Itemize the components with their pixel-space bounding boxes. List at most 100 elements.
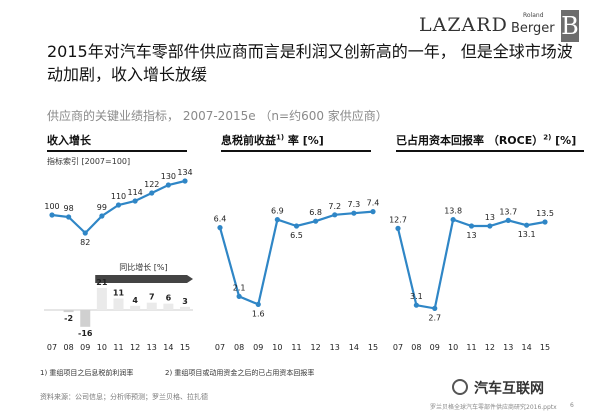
panel-title-roce-suffix: [%] bbox=[551, 134, 577, 147]
data-label-roce-14: 13.1 bbox=[518, 230, 536, 239]
inset-arrow bbox=[95, 275, 193, 283]
inset-bar-13 bbox=[146, 302, 157, 310]
tick-label-revenue-08: 08 bbox=[64, 343, 74, 352]
data-label-roce-07: 12.7 bbox=[389, 215, 407, 224]
data-point-ebit-15 bbox=[370, 209, 376, 215]
data-point-roce-08 bbox=[413, 302, 419, 308]
data-point-roce-10 bbox=[450, 217, 456, 223]
inset-bar-label-09: -16 bbox=[78, 329, 93, 338]
data-label-ebit-11: 6.5 bbox=[290, 231, 303, 240]
data-label-ebit-07: 6.4 bbox=[214, 215, 227, 224]
data-label-ebit-09: 1.6 bbox=[252, 309, 265, 318]
footnote-1: 1) 重组项目之后息税前利润率 bbox=[40, 369, 134, 377]
tick-label-ebit-09: 09 bbox=[253, 343, 263, 352]
inset-label: 同比增长 [%] bbox=[119, 262, 167, 272]
data-label-revenue-14: 130 bbox=[161, 172, 176, 181]
inset-bar-12 bbox=[130, 305, 141, 310]
data-point-roce-07 bbox=[395, 225, 401, 231]
data-point-revenue-10 bbox=[99, 213, 105, 219]
panel-title-roce-sup: 2) bbox=[543, 133, 552, 142]
data-point-revenue-15 bbox=[182, 178, 188, 184]
data-label-revenue-15: 134 bbox=[177, 168, 192, 177]
footnote-2: 2) 重组项目或动用资金之后的已占用资本回报率 bbox=[165, 369, 315, 377]
tick-label-revenue-09: 09 bbox=[80, 343, 90, 352]
data-point-ebit-10 bbox=[274, 217, 280, 223]
roland-berger-logo-mark: B bbox=[561, 10, 579, 42]
data-label-revenue-13: 122 bbox=[144, 180, 159, 189]
tick-label-revenue-14: 14 bbox=[163, 343, 173, 352]
wechat-icon bbox=[452, 379, 468, 395]
tick-label-roce-12: 12 bbox=[485, 343, 495, 352]
page-number: 6 bbox=[570, 402, 574, 409]
panel-title-revenue-text: 收入增长 bbox=[47, 134, 91, 147]
tick-label-roce-09: 09 bbox=[430, 343, 440, 352]
panel-title-roce-text: 已占用资本回报率 （ROCE） bbox=[396, 134, 544, 147]
inset-bar-15 bbox=[180, 306, 190, 310]
inset-bar-label-12: 4 bbox=[132, 296, 138, 305]
data-point-ebit-09 bbox=[255, 301, 261, 307]
inset-bar-08 bbox=[63, 310, 74, 313]
inset-bar-label-08: -2 bbox=[64, 314, 73, 323]
inset-bar-label-11: 11 bbox=[113, 288, 125, 297]
data-point-revenue-08 bbox=[66, 214, 72, 220]
tick-label-ebit-07: 07 bbox=[215, 343, 225, 352]
data-label-revenue-10: 99 bbox=[97, 203, 107, 212]
data-point-ebit-07 bbox=[217, 225, 223, 231]
footer-filename: 罗兰贝格全球汽车零部件供应商研究2016.pptx bbox=[430, 404, 557, 411]
data-label-revenue-11: 110 bbox=[111, 192, 126, 201]
data-point-roce-14 bbox=[524, 222, 530, 228]
data-label-ebit-08: 2.1 bbox=[233, 283, 246, 292]
data-point-ebit-13 bbox=[332, 212, 338, 218]
data-label-ebit-10: 6.9 bbox=[271, 207, 284, 216]
data-label-revenue-09: 82 bbox=[80, 238, 90, 247]
panel-title-ebit-sup: 1) bbox=[276, 133, 285, 142]
inset-bar-label-14: 6 bbox=[166, 294, 172, 303]
data-label-roce-11: 13 bbox=[466, 231, 476, 240]
panel-title-ebit: 息税前收益1) 率 [%] bbox=[221, 132, 371, 152]
roland-berger-logo-big: Berger bbox=[511, 21, 555, 36]
tick-label-revenue-07: 07 bbox=[47, 343, 57, 352]
data-label-revenue-08: 98 bbox=[64, 204, 74, 213]
data-label-roce-13: 13.7 bbox=[499, 207, 517, 216]
data-point-roce-12 bbox=[487, 223, 493, 229]
inset-bar-09 bbox=[80, 310, 91, 327]
data-point-roce-09 bbox=[432, 305, 438, 311]
data-label-roce-10: 13.8 bbox=[444, 207, 462, 216]
inset-bar-label-13: 7 bbox=[149, 293, 155, 302]
source-note: 资料来源：公司信息；分析师预测；罗兰贝格、拉扎德 bbox=[40, 393, 208, 401]
tick-label-ebit-15: 15 bbox=[368, 343, 378, 352]
roland-berger-logo-small: Roland bbox=[523, 12, 544, 19]
data-point-ebit-14 bbox=[351, 210, 357, 216]
watermark: 汽车互联网 bbox=[474, 381, 544, 397]
data-label-roce-12: 13 bbox=[485, 213, 495, 222]
data-point-revenue-11 bbox=[115, 202, 122, 208]
data-label-revenue-12: 114 bbox=[127, 188, 142, 197]
data-point-ebit-11 bbox=[293, 223, 300, 229]
tick-label-roce-11: 11 bbox=[466, 343, 476, 352]
data-label-roce-15: 13.5 bbox=[536, 209, 554, 218]
slide-subtitle: 供应商的关键业绩指标， 2007-2015e （n=约600 家供应商） bbox=[47, 109, 388, 123]
inset-bar-label-15: 3 bbox=[182, 297, 188, 306]
tick-label-ebit-12: 12 bbox=[311, 343, 321, 352]
tick-label-revenue-13: 13 bbox=[147, 343, 157, 352]
tick-label-ebit-14: 14 bbox=[349, 343, 359, 352]
data-label-revenue-07: 100 bbox=[44, 202, 59, 211]
data-label-ebit-12: 6.8 bbox=[309, 208, 322, 217]
tick-label-revenue-10: 10 bbox=[97, 343, 107, 352]
data-point-ebit-08 bbox=[236, 293, 242, 299]
tick-label-ebit-10: 10 bbox=[272, 343, 282, 352]
data-point-revenue-12 bbox=[132, 198, 138, 204]
tick-label-roce-13: 13 bbox=[503, 343, 513, 352]
lazard-logo: LAZARD bbox=[419, 14, 508, 36]
data-label-ebit-15: 7.4 bbox=[367, 199, 380, 208]
slide-title: 2015年对汽车零部件供应商而言是利润又创新高的一年， 但是全球市场波动加剧，收… bbox=[47, 42, 573, 84]
tick-label-roce-14: 14 bbox=[522, 343, 532, 352]
panel-title-ebit-suffix: 率 [%] bbox=[284, 134, 324, 147]
tick-label-ebit-08: 08 bbox=[234, 343, 244, 352]
inset-bar-label-10: 21 bbox=[96, 278, 108, 287]
data-point-roce-13 bbox=[505, 217, 511, 223]
data-point-roce-11 bbox=[468, 223, 475, 229]
data-point-revenue-07 bbox=[49, 212, 55, 218]
panel-title-roce: 已占用资本回报率 （ROCE）2) [%] bbox=[396, 132, 584, 152]
